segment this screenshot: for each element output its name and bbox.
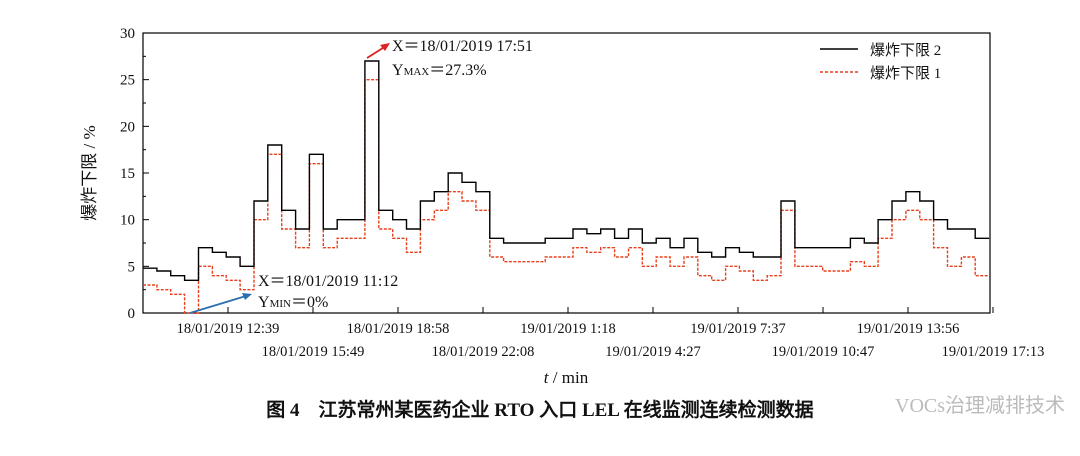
annotation-min: X＝18/01/2019 11:12 YMIN＝0% bbox=[189, 273, 398, 314]
x-tick-label: 19/01/2019 4:27 bbox=[605, 344, 700, 360]
x-tick-label: 19/01/2019 10:47 bbox=[772, 344, 875, 360]
x-tick-label: 19/01/2019 7:37 bbox=[690, 321, 785, 337]
x-tick-label: 19/01/2019 17:13 bbox=[942, 344, 1045, 360]
arrow-min-icon bbox=[242, 293, 252, 300]
svg-text:YMIN＝0%: YMIN＝0% bbox=[258, 294, 328, 311]
svg-text:X＝18/01/2019 11:12: X＝18/01/2019 11:12 bbox=[258, 273, 398, 290]
y-tick-label: 15 bbox=[120, 166, 135, 182]
x-axis: 18/01/2019 12:39 18/01/2019 15:49 18/01/20… bbox=[177, 307, 1045, 360]
y-tick-label: 30 bbox=[120, 26, 135, 42]
y-tick-label: 20 bbox=[120, 119, 135, 135]
legend: 爆炸下限 2 爆炸下限 1 bbox=[820, 42, 941, 82]
x-axis-label: t / min bbox=[544, 368, 589, 387]
y-axis-label: 爆炸下限 / % bbox=[80, 125, 99, 220]
series-line-lel-2 bbox=[143, 60, 990, 281]
x-tick-label: 18/01/2019 18:58 bbox=[347, 321, 450, 337]
y-tick-label: 5 bbox=[128, 259, 136, 275]
annotation-max: X＝18/01/2019 17:51 YMAX＝27.3% bbox=[366, 38, 533, 79]
legend-label-series-2: 爆炸下限 2 bbox=[870, 42, 941, 59]
x-tick-label: 18/01/2019 22:08 bbox=[432, 344, 535, 360]
arrow-max-icon bbox=[380, 43, 390, 51]
x-tick-label: 19/01/2019 1:18 bbox=[520, 321, 615, 337]
plot-frame bbox=[142, 32, 991, 314]
x-tick-label: 18/01/2019 15:49 bbox=[262, 344, 365, 360]
svg-text:YMAX＝27.3%: YMAX＝27.3% bbox=[392, 62, 487, 79]
y-tick-label: 0 bbox=[128, 306, 136, 322]
x-tick-label: 18/01/2019 12:39 bbox=[177, 321, 280, 337]
x-tick-label: 19/01/2019 13:56 bbox=[857, 321, 960, 337]
legend-label-series-1: 爆炸下限 1 bbox=[870, 65, 941, 82]
watermark: VOCs治理减排技术 bbox=[895, 394, 1065, 417]
series-lines bbox=[143, 60, 990, 314]
y-axis: 0 5 10 15 20 25 30 bbox=[120, 26, 149, 322]
figure-caption: 图 4 江苏常州某医药企业 RTO 入口 LEL 在线监测连续检测数据 bbox=[266, 398, 813, 421]
y-tick-label: 10 bbox=[120, 213, 135, 229]
svg-text:X＝18/01/2019 17:51: X＝18/01/2019 17:51 bbox=[392, 38, 533, 55]
y-tick-label: 25 bbox=[120, 73, 135, 89]
